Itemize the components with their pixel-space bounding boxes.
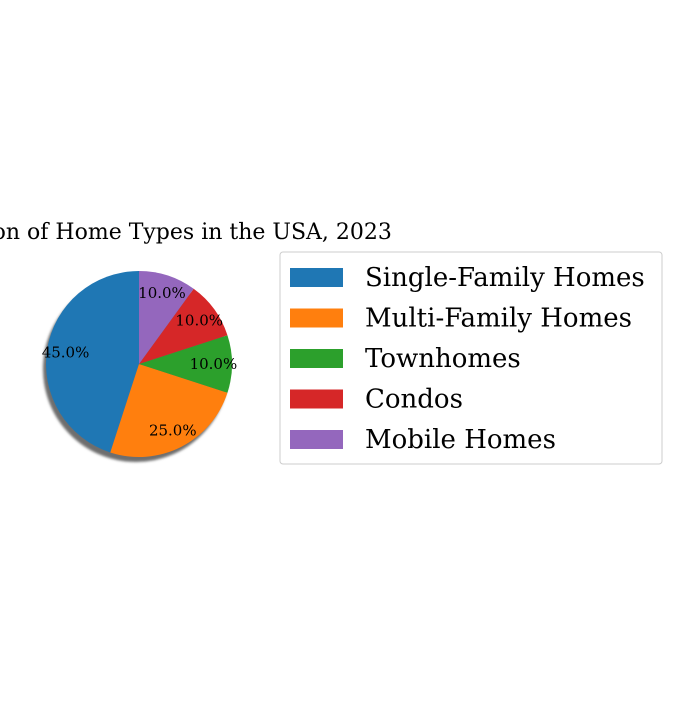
slice-label-single-family-homes: 45.0% (42, 343, 90, 361)
slice-label-condos: 10.0% (175, 311, 223, 329)
legend-swatch-single-family-homes (290, 268, 343, 287)
legend: Single-Family Homes Multi-Family Homes Tow… (279, 251, 663, 465)
slice-label-townhomes: 10.0% (190, 355, 238, 373)
legend-swatch-multi-family-homes (290, 308, 343, 328)
legend-swatch-condos (290, 389, 343, 409)
pie-labels: 45.0% 25.0% 10.0% 10.0% 10.0% (42, 284, 238, 439)
legend-label-townhomes: Townhomes (365, 344, 521, 374)
legend-swatch-mobile-homes (290, 430, 343, 449)
chart-title: Distribution of Home Types in the USA, 2… (0, 220, 392, 245)
legend-swatch-townhomes (290, 349, 343, 368)
legend-label-single-family-homes: Single-Family Homes (365, 263, 645, 293)
pie-slices (46, 271, 232, 457)
slice-condos (139, 288, 228, 364)
slice-multi-family-homes (110, 364, 228, 457)
legend-frame (279, 251, 663, 465)
slice-label-multi-family-homes: 25.0% (149, 421, 197, 439)
legend-label-mobile-homes: Mobile Homes (365, 425, 556, 455)
slice-single-family-homes (46, 271, 139, 453)
slice-label-mobile-homes: 10.0% (138, 284, 186, 302)
legend-label-multi-family-homes: Multi-Family Homes (365, 304, 632, 334)
slice-townhomes (139, 335, 232, 393)
legend-label-condos: Condos (365, 385, 463, 415)
slice-mobile-homes (139, 271, 194, 364)
